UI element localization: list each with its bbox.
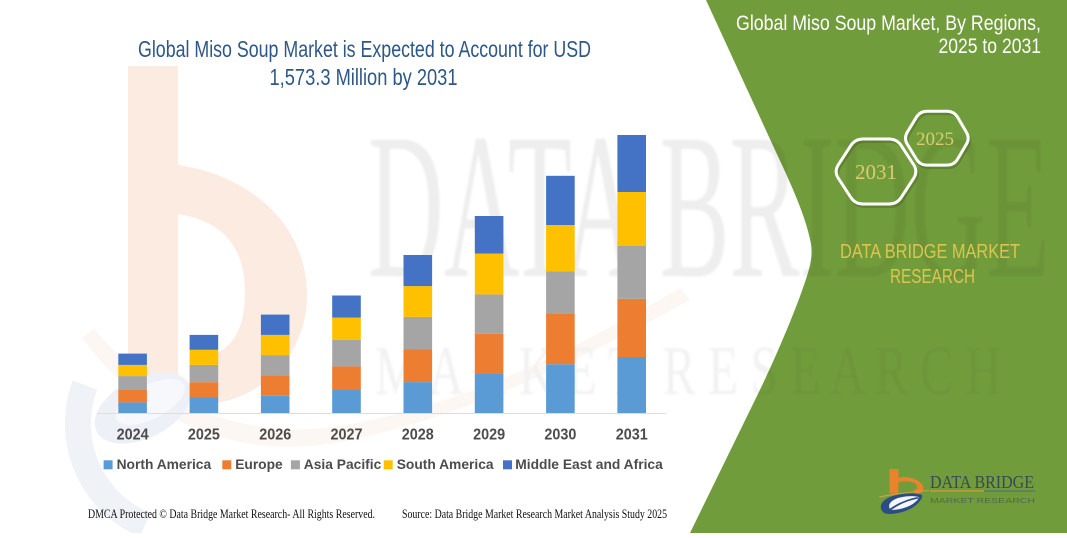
svg-text:2024: 2024 — [117, 427, 149, 444]
svg-text:2025: 2025 — [916, 129, 954, 150]
svg-text:2029: 2029 — [473, 427, 505, 444]
svg-text:2031: 2031 — [855, 160, 897, 184]
svg-text:2025: 2025 — [188, 427, 220, 444]
svg-text:2030: 2030 — [544, 427, 576, 444]
svg-text:2026: 2026 — [259, 427, 291, 444]
svg-text:Europe: Europe — [235, 457, 283, 472]
svg-text:2027: 2027 — [331, 427, 363, 444]
svg-text:Source: Data Bridge Market Res: Source: Data Bridge Market Research Mark… — [402, 506, 667, 521]
svg-text:South America: South America — [397, 457, 494, 472]
svg-text:2031: 2031 — [616, 427, 648, 444]
svg-text:Asia Pacific: Asia Pacific — [304, 457, 382, 472]
svg-text:North America: North America — [117, 457, 212, 472]
svg-text:DATA BRIDGE: DATA BRIDGE — [930, 472, 1034, 492]
svg-text:MARKET RESEARCH: MARKET RESEARCH — [930, 496, 1035, 505]
svg-text:DMCA Protected © Data Bridge M: DMCA Protected © Data Bridge Market Rese… — [88, 506, 375, 521]
svg-text:Global Miso Soup Market is Exp: Global Miso Soup Market is Expected to A… — [138, 36, 591, 62]
svg-text:DATA BRIDGE MARKET: DATA BRIDGE MARKET — [840, 241, 1020, 263]
svg-text:Global Miso Soup Market, By Re: Global Miso Soup Market, By Regions, — [736, 12, 1041, 35]
svg-text:2028: 2028 — [402, 427, 434, 444]
svg-text:Middle East and Africa: Middle East and Africa — [515, 457, 663, 472]
svg-text:2025 to 2031: 2025 to 2031 — [939, 35, 1042, 58]
svg-text:RESEARCH: RESEARCH — [890, 266, 975, 288]
svg-text:1,573.3 Million by 2031: 1,573.3 Million by 2031 — [270, 64, 458, 90]
